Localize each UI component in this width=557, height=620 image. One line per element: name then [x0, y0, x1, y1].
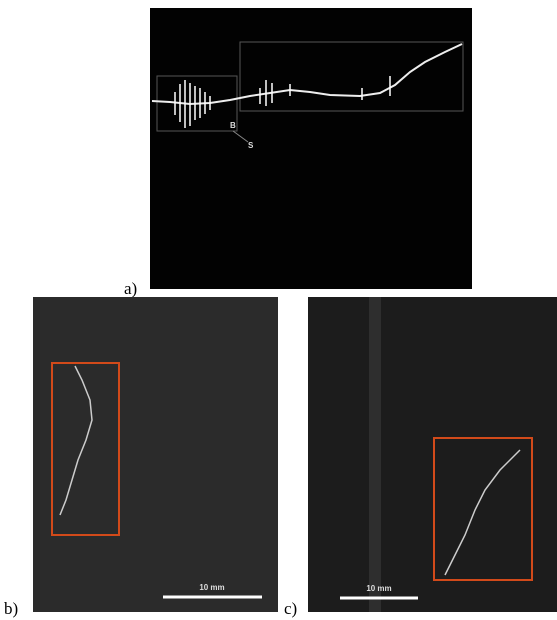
- panel-b-image: [33, 297, 278, 612]
- panel-c: 10 mm c): [284, 297, 557, 618]
- background-strip: [369, 297, 381, 612]
- scale-label: 10 mm: [199, 583, 224, 592]
- panel-c-image: [308, 297, 557, 612]
- annotation: S: [248, 141, 254, 150]
- figure: B S a) 10 mm b) 10 mm c): [0, 0, 557, 620]
- panel-a: B S a): [124, 8, 472, 298]
- panel-b: 10 mm b): [4, 297, 278, 618]
- panel-a-image: [150, 8, 472, 289]
- panel-label: c): [284, 599, 297, 618]
- annotation: B: [230, 121, 236, 130]
- panel-label: a): [124, 279, 137, 298]
- panel-label: b): [4, 599, 18, 618]
- page: B S a) 10 mm b) 10 mm c) (() => { const …: [0, 0, 557, 620]
- scale-label: 10 mm: [366, 584, 391, 593]
